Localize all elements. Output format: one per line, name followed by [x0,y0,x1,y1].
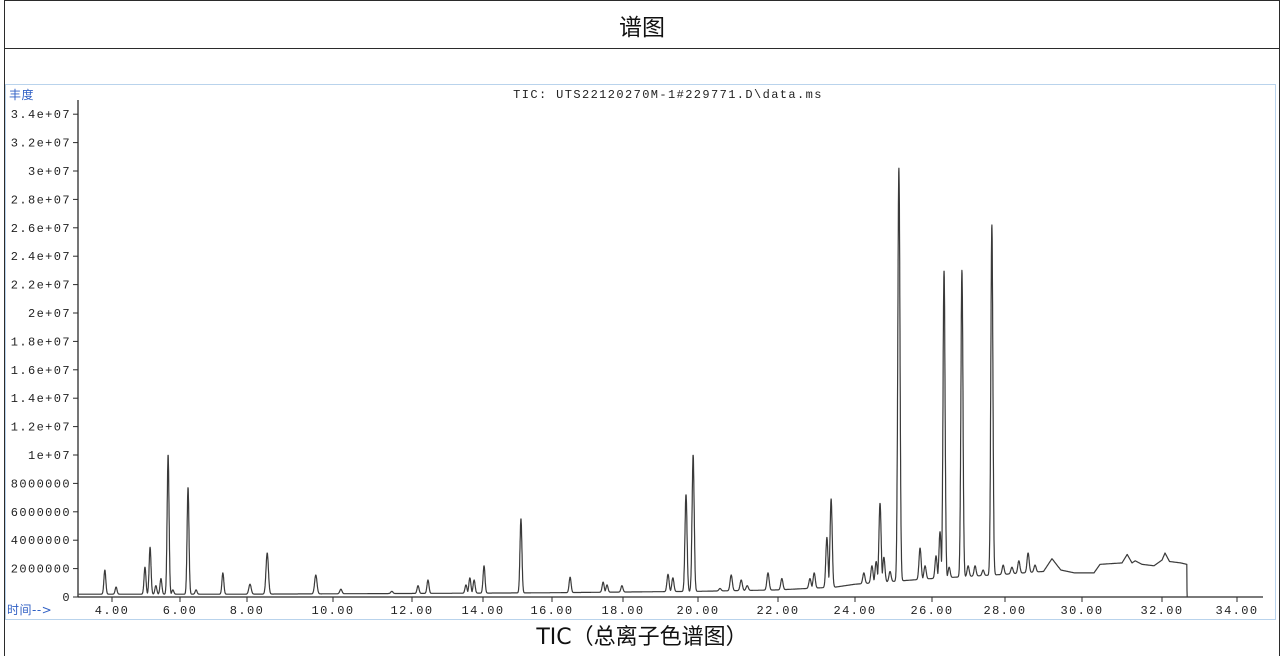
y-tick-label: 2.4e+07 [11,250,71,264]
y-tick-label: 1.6e+07 [11,364,71,378]
x-tick-label: 32.00 [1140,604,1183,618]
x-tick-label: 18.00 [601,604,644,618]
x-tick-label: 16.00 [530,604,573,618]
x-axis-ticks: 4.00 6.00 8.00 10.00 12.00 14.00 16.00 18.00 20.… [95,597,1258,618]
y-tick-label: 2000000 [11,563,71,577]
x-tick-label: 8.00 [230,604,264,618]
x-axis-label: 时间--> [7,603,52,617]
y-tick-label: 3.2e+07 [11,137,71,151]
x-tick-label: 22.00 [756,604,799,618]
y-tick-label: 1.4e+07 [11,392,71,406]
y-tick-label: 2.6e+07 [11,222,71,236]
x-tick-label: 4.00 [95,604,129,618]
y-tick-label: 6000000 [11,506,71,520]
y-axis-ticks: 3.4e+07 3.2e+07 3e+07 2.8e+07 2.6e+07 2.4e+07… [11,108,78,605]
y-tick-label: 3e+07 [28,165,71,179]
y-tick-label: 2.8e+07 [11,193,71,207]
x-tick-label: 24.00 [833,604,876,618]
x-tick-label: 20.00 [676,604,719,618]
chart-caption: TIC（总离子色谱图） [536,625,748,650]
x-tick-label: 10.00 [311,604,354,618]
y-tick-label: 1.8e+07 [11,335,71,349]
section-title: 谱图 [619,14,665,41]
chart-title: TIC: UTS22120270M-1#229771.D\data.ms [513,88,823,102]
y-axis-label: 丰度 [9,87,34,102]
x-tick-label: 30.00 [1060,604,1103,618]
chart-frame [5,84,1276,620]
x-tick-label: 14.00 [461,604,504,618]
x-tick-label: 12.00 [390,604,433,618]
y-tick-label: 8000000 [11,477,71,491]
header-row: 谱图 [5,1,1279,49]
y-tick-label: 2.2e+07 [11,279,71,293]
tic-trace [78,167,1188,598]
x-tick-label: 26.00 [910,604,953,618]
x-tick-label: 6.00 [163,604,197,618]
y-tick-label: 2e+07 [28,307,71,321]
table-frame: 谱图 [4,0,1280,656]
y-tick-label: 3.4e+07 [11,108,71,122]
x-tick-label: 34.00 [1215,604,1258,618]
y-tick-label: 1e+07 [28,449,71,463]
y-tick-label: 0 [62,591,71,605]
y-tick-label: 1.2e+07 [11,421,71,435]
x-tick-label: 28.00 [983,604,1026,618]
y-tick-label: 4000000 [11,534,71,548]
